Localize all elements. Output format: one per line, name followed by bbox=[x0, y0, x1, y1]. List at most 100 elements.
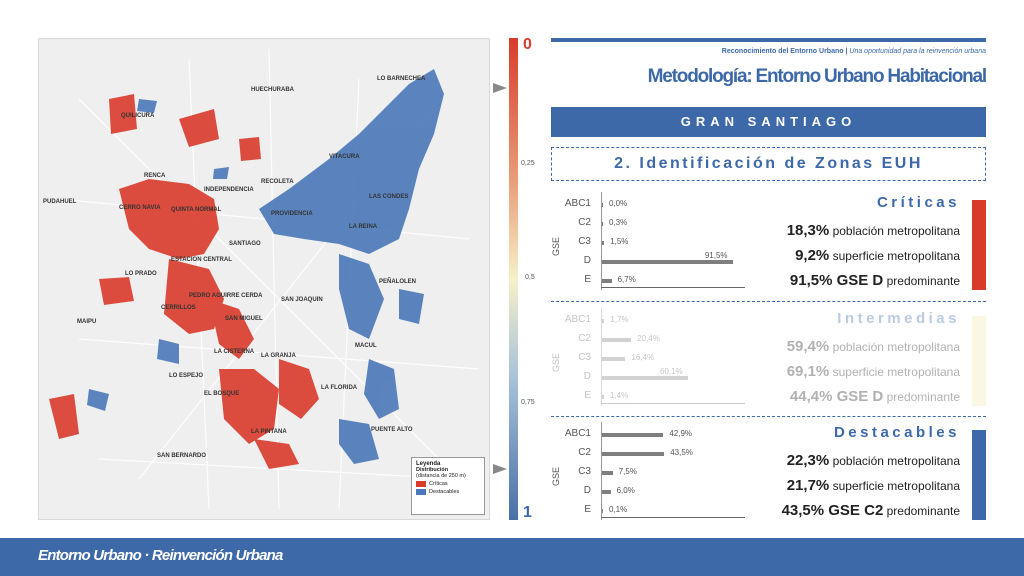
stat-value: 59,4% bbox=[786, 338, 830, 355]
block-separator bbox=[551, 301, 986, 302]
map-label: LO PRADO bbox=[125, 271, 157, 277]
block-stat: 22,3% población metropolitana bbox=[787, 452, 960, 469]
header-rule bbox=[551, 38, 986, 42]
block-color-band bbox=[972, 430, 986, 520]
chart-axis-line bbox=[601, 422, 602, 520]
scale-bottom-label: 1 bbox=[523, 504, 532, 521]
block-stat: 91,5% GSE D predominante bbox=[790, 272, 960, 289]
map-label: PEDRO AGUIRRE CERDA bbox=[189, 293, 263, 299]
gse-bar bbox=[602, 203, 603, 207]
block-stat: 18,3% población metropolitana bbox=[787, 222, 960, 239]
breadcrumb-main: Reconocimiento del Entorno Urbano | bbox=[721, 48, 848, 55]
breadcrumb: Reconocimiento del Entorno Urbano | Una … bbox=[722, 48, 986, 55]
bar-value-label: 1,5% bbox=[610, 237, 629, 246]
map-label: SAN JOAQUIN bbox=[281, 297, 323, 303]
legend-label-critical: Críticas bbox=[429, 481, 448, 487]
block-title: Intermedias bbox=[837, 310, 960, 327]
gse-bar bbox=[602, 241, 605, 245]
category-label: D bbox=[583, 485, 591, 496]
stat-text: predominante bbox=[883, 390, 960, 404]
bar-value-label: 91,5% bbox=[704, 251, 728, 260]
legend-subtitle: Distribución bbox=[416, 467, 449, 473]
section-title: 2. Identificación de Zonas EUH bbox=[551, 147, 986, 181]
gse-bar bbox=[602, 433, 664, 437]
legend-item-critical: Críticas bbox=[416, 481, 480, 487]
bar-value-label: 60,1% bbox=[659, 367, 683, 376]
category-label: C2 bbox=[578, 447, 591, 458]
scale-tick-label: 0,75 bbox=[521, 399, 535, 406]
stat-text: predominante bbox=[883, 274, 960, 288]
map-label: HUECHURABA bbox=[251, 87, 294, 93]
scale-tick-label: 0,5 bbox=[525, 274, 535, 281]
gse-bar bbox=[602, 319, 605, 323]
color-scale-bar bbox=[509, 38, 518, 520]
map-label: LA CISTERNA bbox=[214, 349, 255, 355]
legend-swatch-featured bbox=[416, 489, 426, 495]
stat-text: superficie metropolitana bbox=[829, 365, 960, 379]
map-label: CERRILLOS bbox=[161, 305, 196, 311]
map-label: PEÑALOLEN bbox=[379, 279, 417, 285]
block-stat: 69,1% superficie metropolitana bbox=[787, 363, 960, 380]
bar-value-label: 16,4% bbox=[631, 353, 655, 362]
gse-bar bbox=[602, 471, 613, 475]
map-label: ESTACION CENTRAL bbox=[171, 257, 232, 263]
stat-value: 22,3% bbox=[786, 452, 830, 469]
bar-value-label: 1,4% bbox=[610, 391, 629, 400]
gse-bar bbox=[602, 357, 626, 361]
gse-bar bbox=[602, 509, 603, 513]
breadcrumb-sub: Una oportunidad para la reinvención urba… bbox=[849, 48, 986, 55]
gse-bar bbox=[602, 395, 604, 399]
bar-value-label: 6,7% bbox=[617, 275, 636, 284]
stat-value: 43,5% GSE C2 bbox=[781, 502, 884, 519]
block-separator bbox=[551, 416, 986, 417]
map-label: RENCA bbox=[144, 173, 166, 179]
chart-axis-line bbox=[601, 308, 602, 406]
category-label: E bbox=[584, 390, 591, 401]
bar-value-label: 7,5% bbox=[618, 467, 637, 476]
chart-axis-line bbox=[601, 192, 602, 290]
chart-baseline bbox=[601, 403, 745, 404]
block-stat: 43,5% GSE C2 predominante bbox=[782, 502, 960, 519]
bar-value-label: 42,9% bbox=[669, 429, 693, 438]
gse-bar bbox=[602, 452, 665, 456]
map-label: PROVIDENCIA bbox=[271, 211, 313, 217]
stat-value: 9,2% bbox=[795, 247, 830, 264]
legend-title: Leyenda bbox=[416, 461, 441, 467]
scale-top-label: 0 bbox=[523, 36, 532, 53]
legend-item-featured: Destacables bbox=[416, 489, 480, 495]
block-color-band bbox=[972, 200, 986, 290]
map-label: MAIPU bbox=[77, 319, 97, 325]
map-label: PUENTE ALTO bbox=[371, 427, 413, 433]
bar-value-label: 1,7% bbox=[610, 315, 629, 324]
map-label: LA REINA bbox=[349, 224, 378, 230]
footer-title: Entorno Urbano · Reinvención Urbana bbox=[38, 547, 283, 564]
stat-value: 91,5% GSE D bbox=[789, 272, 884, 289]
category-label: D bbox=[583, 255, 591, 266]
chart-baseline bbox=[601, 287, 745, 288]
block-stat: 9,2% superficie metropolitana bbox=[795, 247, 960, 264]
gse-bar bbox=[602, 279, 612, 283]
gse-bar bbox=[602, 260, 733, 264]
map-label: SANTIAGO bbox=[229, 241, 261, 247]
map-label: CERRO NAVIA bbox=[119, 205, 161, 211]
zone-map: HUECHURABA QUILICURA RENCA INDEPENDENCIA… bbox=[38, 38, 490, 520]
category-label: C3 bbox=[578, 352, 591, 363]
stat-text: población metropolitana bbox=[829, 224, 960, 238]
block-stat: 44,4% GSE D predominante bbox=[790, 388, 960, 405]
scale-arrow-icon bbox=[493, 83, 507, 93]
stat-text: superficie metropolitana bbox=[829, 479, 960, 493]
legend-swatch-critical bbox=[416, 481, 426, 487]
chart-baseline bbox=[601, 517, 745, 518]
page-title: Metodología: Entorno Urbano Habitacional bbox=[647, 66, 988, 87]
legend-label-featured: Destacables bbox=[429, 489, 460, 495]
stat-value: 21,7% bbox=[786, 477, 830, 494]
map-label: EL BOSQUE bbox=[204, 391, 240, 397]
stat-value: 44,4% GSE D bbox=[789, 388, 884, 405]
map-label: VITACURA bbox=[329, 154, 360, 160]
category-label: C2 bbox=[578, 217, 591, 228]
category-label: E bbox=[584, 504, 591, 515]
stat-text: población metropolitana bbox=[829, 340, 960, 354]
gse-bar bbox=[602, 376, 688, 380]
category-label: ABC1 bbox=[564, 198, 591, 209]
legend-note: (distancia de 250 m) bbox=[416, 473, 466, 479]
